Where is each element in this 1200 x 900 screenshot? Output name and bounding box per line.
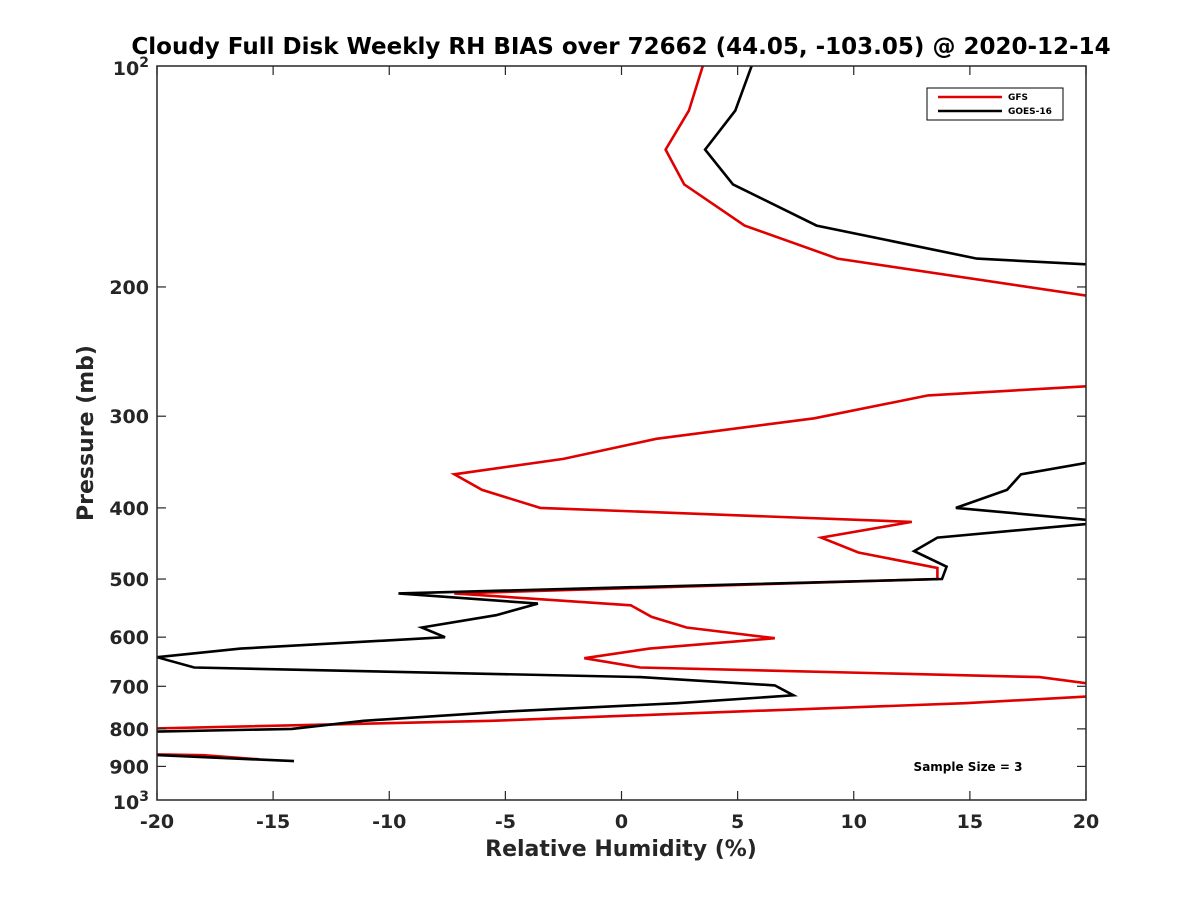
series-line-gfs-segment-1: [664, 66, 1086, 297]
x-tick-label: 10: [841, 811, 867, 833]
series-line-goes16-segment-2: [157, 461, 1086, 733]
series-line-goes16-segment-1: [703, 66, 1086, 266]
x-tick-label: -10: [372, 811, 406, 833]
chart-title: Cloudy Full Disk Weekly RH BIAS over 726…: [131, 34, 1110, 60]
x-axis-label: Relative Humidity (%): [485, 837, 757, 862]
x-tick-label: -20: [140, 811, 174, 833]
legend-label-gfs: GFS: [1008, 93, 1028, 103]
y-tick-label-top: 102: [113, 55, 149, 80]
y-axis-label: Pressure (mb): [74, 345, 99, 521]
x-tick-label: 5: [731, 811, 744, 833]
legend-box: [926, 87, 1064, 121]
series-layer: [157, 66, 1086, 763]
series-line-gfs-segment-3: [157, 695, 1086, 730]
plot-frame: [156, 65, 1087, 801]
sample-size-note: Sample Size = 3: [914, 760, 1023, 774]
x-tick-label: -5: [495, 811, 516, 833]
y-tick-label: 900: [109, 756, 149, 778]
y-tick-label: 200: [109, 277, 149, 299]
y-tick-label-bottom: 103: [113, 789, 149, 814]
legend: GFS GOES-16: [926, 87, 1064, 121]
y-tick-label: 500: [109, 569, 149, 591]
x-tick-label: -15: [256, 811, 290, 833]
series-line-goes16-segment-3: [157, 753, 295, 763]
x-axis: -20 -15 -10 -5 0 5 10 15 20: [140, 66, 1099, 833]
x-tick-label: 15: [957, 811, 983, 833]
x-tick-label: 20: [1073, 811, 1099, 833]
y-tick-label: 800: [109, 719, 149, 741]
legend-label-goes16: GOES-16: [1008, 107, 1052, 117]
x-tick-label: 0: [615, 811, 628, 833]
series-line-gfs-segment-2: [450, 385, 1086, 685]
y-tick-label: 700: [109, 676, 149, 698]
y-tick-label: 400: [109, 498, 149, 520]
y-tick-label: 300: [109, 406, 149, 428]
y-tick-label: 600: [109, 627, 149, 649]
y-axis: 200 300 400 500 600 700 800 900 102 103: [109, 55, 1086, 814]
